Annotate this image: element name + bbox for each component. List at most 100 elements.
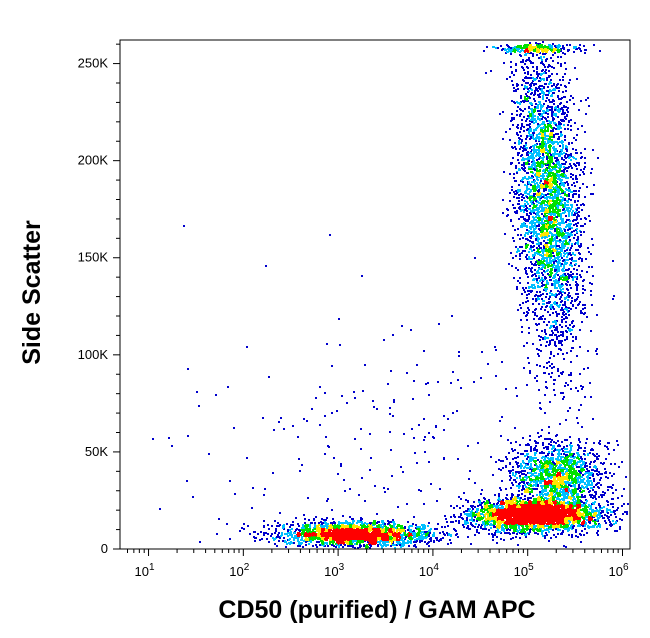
scatter-point [351, 530, 353, 532]
scatter-point [420, 528, 422, 530]
scatter-point [289, 534, 291, 536]
scatter-point [414, 534, 416, 536]
scatter-point [388, 522, 390, 524]
scatter-point [309, 526, 311, 528]
scatter-point [429, 532, 431, 534]
scatter-point [375, 531, 377, 533]
scatter-point [550, 526, 552, 528]
scatter-point [388, 533, 390, 535]
scatter-point [419, 536, 421, 538]
scatter-point [388, 530, 390, 532]
scatter-point [385, 529, 387, 531]
scatter-point [508, 532, 510, 534]
scatter-point [310, 541, 312, 543]
scatter-point [393, 533, 395, 535]
scatter-point [255, 537, 257, 539]
scatter-point [577, 500, 579, 502]
scatter-point [304, 518, 306, 520]
scatter-point [523, 508, 525, 510]
scatter-point [570, 527, 572, 529]
scatter-point [356, 525, 358, 527]
scatter-point [328, 527, 330, 529]
scatter-point [501, 517, 503, 519]
scatter-point [382, 545, 384, 547]
scatter-point [350, 526, 352, 528]
scatter-point [300, 539, 302, 541]
scatter-point [351, 518, 353, 520]
scatter-point [336, 544, 338, 546]
scatter-point [376, 522, 378, 524]
scatter-point [499, 487, 501, 489]
scatter-point [313, 519, 315, 521]
scatter-point [365, 530, 367, 532]
scatter-point [506, 532, 508, 534]
scatter-point [368, 528, 370, 530]
scatter-point [427, 542, 429, 544]
scatter-point [276, 545, 278, 547]
scatter-point [389, 536, 391, 538]
scatter-point [394, 547, 396, 549]
scatter-point [396, 537, 398, 539]
scatter-point [334, 527, 336, 529]
scatter-point [450, 505, 452, 507]
scatter-point [363, 535, 365, 537]
scatter-point [409, 534, 411, 536]
scatter-point [332, 538, 334, 540]
scatter-point [490, 524, 492, 526]
scatter-point [479, 504, 481, 506]
scatter-point [599, 508, 601, 510]
scatter-point [393, 526, 395, 528]
scatter-point [385, 539, 387, 541]
scatter-point [377, 541, 379, 543]
scatter-point [304, 522, 306, 524]
scatter-point [521, 493, 523, 495]
scatter-point [601, 515, 603, 517]
scatter-point [424, 527, 426, 529]
scatter-point [412, 523, 414, 525]
scatter-point [449, 539, 451, 541]
scatter-point [598, 496, 600, 498]
scatter-point [572, 515, 574, 517]
scatter-point [281, 532, 283, 534]
scatter-point [619, 518, 621, 520]
scatter-point [284, 533, 286, 535]
scatter-point [558, 517, 560, 519]
scatter-point [615, 521, 617, 523]
scatter-point [306, 528, 308, 530]
scatter-point [441, 526, 443, 528]
scatter-point [291, 534, 293, 536]
scatter-point [513, 502, 515, 504]
scatter-point [491, 520, 493, 522]
scatter-point [480, 509, 482, 511]
scatter-point [386, 535, 388, 537]
scatter-point [573, 525, 575, 527]
scatter-point [377, 537, 379, 539]
scatter-point [524, 498, 526, 500]
scatter-point [349, 522, 351, 524]
scatter-point [356, 528, 358, 530]
scatter-point [560, 510, 562, 512]
scatter-point [305, 541, 307, 543]
scatter-point [380, 540, 382, 542]
scatter-point [597, 530, 599, 532]
scatter-point [494, 532, 496, 534]
scatter-point [585, 502, 587, 504]
scatter-point [298, 525, 300, 527]
scatter-point [478, 524, 480, 526]
scatter-point [378, 521, 380, 523]
scatter-point [472, 508, 474, 510]
scatter-point [466, 519, 468, 521]
scatter-point [493, 526, 495, 528]
scatter-point [476, 511, 478, 513]
scatter-point [448, 534, 450, 536]
scatter-point [257, 533, 259, 535]
scatter-point [595, 523, 597, 525]
scatter-point [397, 543, 399, 545]
scatter-point [304, 525, 306, 527]
scatter-point [352, 532, 354, 534]
scatter-point [427, 525, 429, 527]
scatter-point [350, 542, 352, 544]
scatter-point [386, 541, 388, 543]
scatter-point [581, 530, 583, 532]
scatter-point [433, 540, 435, 542]
